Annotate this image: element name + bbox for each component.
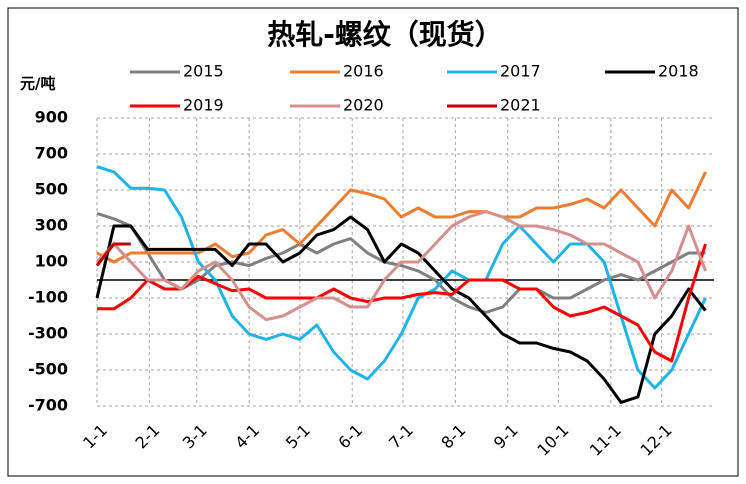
x-tick-label: 12-1 [636, 421, 675, 460]
y-tick-label: -700 [28, 396, 68, 415]
x-tick-label: 2-1 [131, 421, 163, 453]
x-tick-label: 5-1 [282, 421, 314, 453]
series-line [95, 215, 707, 404]
x-tick-label: 1-1 [79, 421, 111, 453]
y-tick-label: 100 [35, 252, 68, 271]
x-tick-label: 10-1 [533, 421, 572, 460]
x-tick-label: 7-1 [385, 421, 417, 453]
legend-label: 2021 [500, 96, 541, 115]
series-line [97, 243, 707, 363]
x-tick-label: 4-1 [231, 421, 263, 453]
y-tick-label: -100 [28, 288, 68, 307]
legend-label: 2015 [183, 62, 224, 81]
x-tick-label: 11-1 [586, 421, 625, 460]
y-tick-label: 700 [35, 144, 68, 163]
legend-label: 2018 [658, 62, 699, 81]
series-line [96, 171, 707, 264]
y-tick-label: -500 [28, 360, 68, 379]
x-tick-label: 6-1 [334, 421, 366, 453]
y-axis-label: 元/吨 [20, 75, 55, 93]
legend-label: 2016 [343, 62, 384, 81]
legend-label: 2020 [343, 96, 384, 115]
chart-title: 热轧-螺纹（现货） [267, 18, 503, 51]
y-tick-label: 300 [35, 216, 68, 235]
series-line [96, 211, 706, 314]
y-tick-label: -300 [28, 324, 68, 343]
series-line [95, 210, 707, 322]
x-tick-label: 3-1 [179, 421, 211, 453]
series-line [95, 242, 131, 267]
legend-label: 2019 [183, 96, 224, 115]
series-line [96, 165, 707, 390]
x-tick-label: 9-1 [490, 421, 522, 453]
chart-frame [7, 7, 739, 477]
y-tick-label: 900 [35, 108, 68, 127]
legend-label: 2017 [500, 62, 541, 81]
x-tick-label: 8-1 [437, 421, 469, 453]
y-tick-label: 500 [35, 180, 68, 199]
